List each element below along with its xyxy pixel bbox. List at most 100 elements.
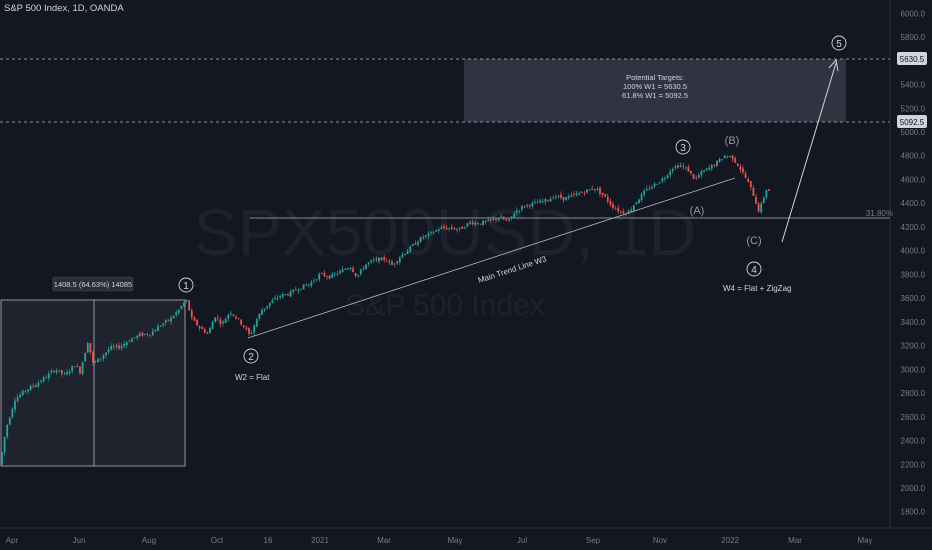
- candle-body: [580, 192, 583, 193]
- candle-body: [53, 370, 55, 372]
- candle-body: [162, 323, 165, 326]
- candle-body: [180, 306, 183, 309]
- candle-body: [326, 276, 328, 278]
- candle-body: [258, 313, 261, 319]
- candle-body: [268, 302, 271, 307]
- candle-body: [440, 227, 443, 229]
- candle-body: [11, 408, 14, 418]
- candle-body: [661, 178, 664, 182]
- candle-body: [518, 210, 521, 212]
- candle-body: [224, 319, 227, 323]
- candle-body: [614, 208, 617, 210]
- price-tick-label: 3000.0: [901, 365, 926, 374]
- candle-body: [500, 216, 503, 219]
- candle-body: [193, 317, 196, 321]
- candle-body: [619, 211, 622, 213]
- price-axis[interactable]: 1800.0 2000.0 2200.0 2400.0 2600.0 2800.0 3000…: [901, 9, 926, 516]
- candle-body: [172, 316, 175, 319]
- measure-label: 1408.5 (64.63%) 14085: [52, 276, 134, 292]
- candle-body: [19, 394, 22, 398]
- price-tick-label: 4200.0: [901, 223, 926, 232]
- candle-body: [331, 274, 334, 278]
- candle-body: [263, 308, 266, 311]
- candle-body: [128, 341, 131, 343]
- wave-4-marker: 4: [746, 261, 762, 277]
- price-tick-label: 2400.0: [901, 437, 926, 446]
- candle-body: [362, 268, 365, 270]
- candle-body: [359, 269, 362, 275]
- candle-body: [573, 194, 575, 195]
- candle-body: [739, 166, 742, 170]
- candle-body: [513, 213, 516, 218]
- candle-body: [29, 386, 32, 391]
- candle-body: [674, 166, 677, 168]
- candle-body: [604, 194, 607, 197]
- candle-body: [567, 196, 570, 198]
- candle-body: [318, 274, 321, 280]
- watermark-name: S&P 500 Index: [345, 289, 545, 322]
- candle-body: [601, 192, 604, 196]
- candle-body: [32, 385, 35, 387]
- time-tick-label: Oct: [211, 536, 224, 545]
- candle-body: [508, 219, 510, 221]
- candle-body: [167, 319, 170, 321]
- candle-body: [747, 178, 750, 183]
- time-tick-label: May: [857, 536, 872, 545]
- candle-body: [284, 294, 287, 295]
- candle-body: [380, 257, 383, 261]
- target-zone: [464, 59, 846, 122]
- candle-body: [510, 216, 513, 219]
- candle-body: [435, 230, 438, 232]
- candle-body: [695, 177, 698, 179]
- candle-body: [406, 251, 409, 255]
- wave-5-label: 5: [836, 39, 842, 50]
- candle-body: [131, 338, 133, 343]
- candle-body: [177, 309, 180, 313]
- candle-body: [214, 317, 217, 322]
- candle-body: [1, 452, 3, 465]
- candle-body: [497, 218, 500, 221]
- candle-body: [627, 211, 630, 214]
- candle-body: [367, 262, 370, 265]
- candle-body: [456, 229, 458, 231]
- candle-body: [378, 257, 380, 262]
- candle-body: [612, 204, 614, 208]
- candle-body: [365, 264, 367, 270]
- candle-body: [526, 204, 529, 206]
- candle-body: [430, 231, 432, 233]
- candle-body: [248, 328, 250, 334]
- candle-body: [549, 198, 552, 202]
- candle-body: [632, 205, 635, 211]
- candle-body: [115, 345, 118, 347]
- time-tick-label: 2021: [311, 536, 329, 545]
- fib-label: 31.80%: [866, 209, 893, 218]
- price-tick-label: 2600.0: [901, 413, 926, 422]
- candle-body: [443, 226, 445, 229]
- candle-body: [656, 184, 659, 185]
- candle-body: [635, 202, 638, 205]
- candle-body: [227, 314, 230, 319]
- candle-body: [648, 188, 651, 190]
- candle-body: [744, 173, 747, 178]
- wave-2-label: 2: [248, 352, 254, 363]
- time-axis[interactable]: Apr Jun Aug Oct 16 2021 Mar May Jul Sep Nov 2022 Mar…: [6, 536, 873, 545]
- candle-body: [591, 188, 594, 190]
- candle-body: [417, 242, 419, 245]
- candle-body: [671, 168, 674, 172]
- candle-body: [658, 182, 661, 184]
- wave-1-marker: 1: [178, 277, 194, 293]
- price-tick-label: 2800.0: [901, 389, 926, 398]
- price-tag-5630: 5630.5: [897, 52, 927, 65]
- wave-5-projection-line: [781, 62, 837, 243]
- candle-body: [55, 370, 58, 373]
- price-tick-label: 3200.0: [901, 342, 926, 351]
- price-tick-label: 6000.0: [901, 9, 926, 18]
- candle-body: [729, 156, 731, 157]
- candle-body: [84, 352, 87, 362]
- candle-body: [99, 358, 102, 360]
- time-tick-label: 16: [264, 536, 273, 545]
- candle-body: [570, 194, 573, 197]
- candle-body: [583, 192, 586, 194]
